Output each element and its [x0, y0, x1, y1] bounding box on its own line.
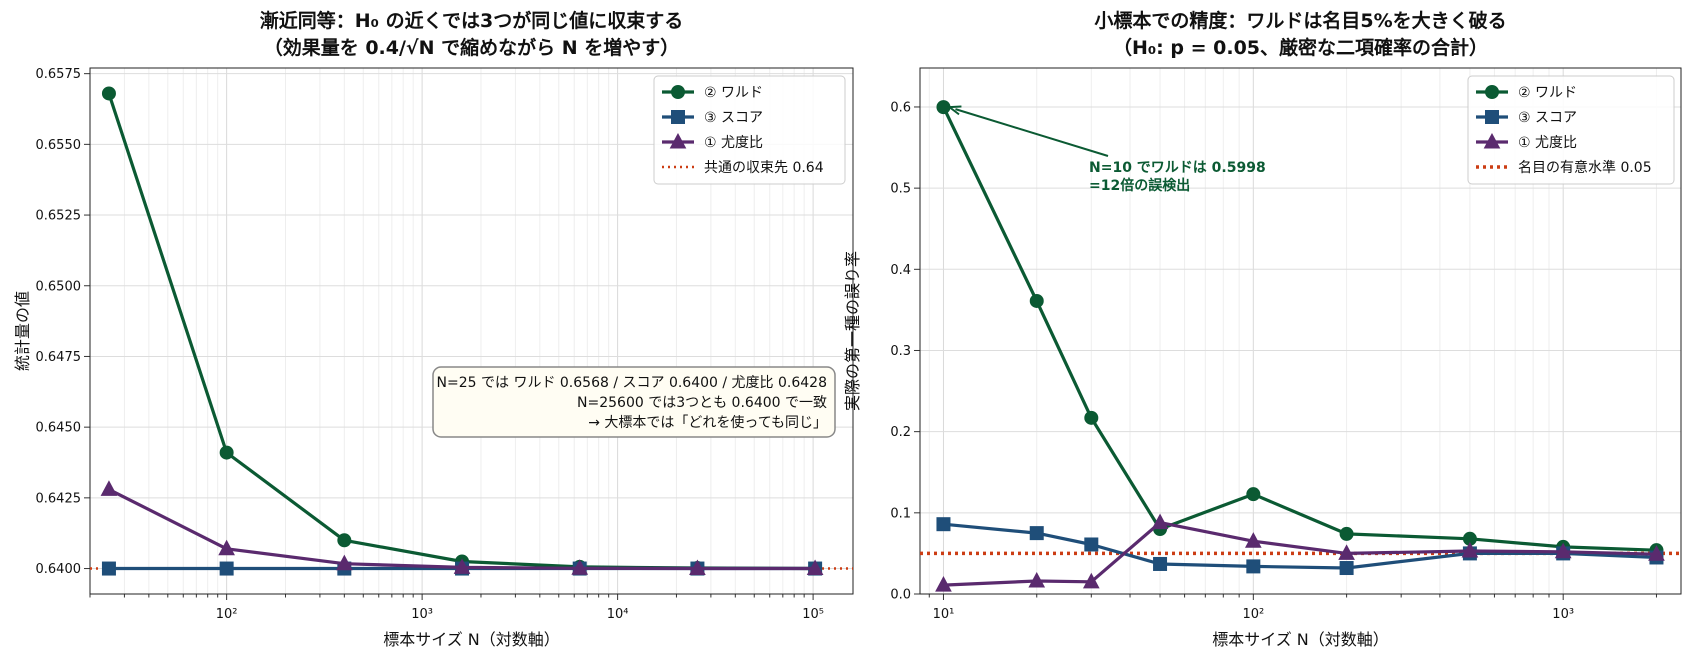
- x-tick-label: 10¹: [933, 607, 955, 622]
- legend-label-reference: 共通の収束先 0.64: [704, 160, 824, 176]
- legend-marker-score: [1485, 110, 1499, 124]
- chart-title-line1: 小標本での精度：ワルドは名目5%を大きく破る: [1094, 9, 1506, 32]
- data-point-lr: [335, 554, 353, 571]
- legend-marker-lr: [669, 132, 687, 149]
- plot-frame: [89, 67, 854, 595]
- data-point-lr: [1648, 545, 1665, 561]
- legend-box: [1467, 75, 1675, 185]
- series-lr: [935, 513, 1665, 592]
- data-point-lr: [1082, 572, 1100, 589]
- chart-title-line2: （効果量を 0.4/√N で縮めながら N を増やす）: [264, 36, 680, 59]
- chart-title-line2: （H₀: p = 0.05、厳密な二項確率の合計）: [1113, 36, 1488, 59]
- x-tick-label: 10²: [216, 607, 238, 622]
- legend-label-lr: ① 尤度比: [1518, 135, 1577, 151]
- y-tick-label: 0.3: [890, 344, 911, 359]
- y-axis-label: 統計量の値: [13, 291, 32, 371]
- data-point-score: [1339, 561, 1354, 576]
- data-point-wald: [1029, 293, 1044, 308]
- data-point-score: [936, 517, 951, 532]
- annotation-line: → 大標本では「どれを使っても同じ」: [588, 414, 827, 431]
- data-point-score: [101, 561, 116, 576]
- y-tick-label: 0.6475: [36, 350, 82, 365]
- y-tick-label: 0.6550: [36, 138, 82, 153]
- x-axis-label: 標本サイズ N（対数軸）: [1212, 630, 1389, 649]
- data-point-wald: [1339, 526, 1354, 541]
- legend-marker-lr: [1483, 132, 1501, 149]
- y-tick-label: 0.6425: [36, 491, 82, 506]
- data-point-lr: [1244, 532, 1262, 548]
- data-point-lr: [935, 576, 952, 592]
- legend-label-wald: ② ワルド: [1518, 85, 1577, 101]
- y-tick-label: 0.0: [890, 588, 911, 603]
- y-tick-label: 0.1: [890, 506, 911, 521]
- y-tick-label: 0.6: [890, 100, 911, 115]
- data-point-lr: [689, 559, 706, 576]
- y-tick-label: 0.6400: [36, 562, 82, 577]
- y-tick-label: 0.5: [890, 182, 911, 197]
- chart-1: 0.6400 0.6425 0.6450 0.6475 0.6500 0.6525 0.65…: [13, 9, 854, 649]
- x-tick-label: 10⁴: [607, 607, 629, 622]
- legend-marker-wald: [671, 85, 685, 99]
- legend-label-reference: 名目の有意水準 0.05: [1518, 159, 1652, 176]
- data-point-lr: [218, 539, 235, 556]
- data-point-lr: [1554, 542, 1572, 559]
- x-tick-label: 10²: [1242, 607, 1264, 622]
- data-point-score: [1246, 559, 1261, 574]
- annotation-box: [432, 366, 836, 438]
- data-point-wald: [1246, 487, 1261, 502]
- data-point-lr: [806, 559, 824, 576]
- data-point-score: [1029, 526, 1044, 541]
- legend-label-score: ③ スコア: [704, 110, 763, 126]
- data-point-lr: [1338, 544, 1355, 560]
- chart-2: 0.0 0.1 0.2 0.3 0.4 0.5 0.6 10¹ 10² 10³ 小標本での精度：ワル…: [843, 9, 1682, 649]
- y-tick-label: 0.4: [890, 263, 911, 278]
- y-tick-label: 0.2: [890, 425, 911, 440]
- data-point-score: [219, 561, 234, 576]
- y-tick-label: 0.6450: [36, 421, 82, 436]
- data-point-wald: [337, 533, 352, 548]
- data-point-lr: [100, 480, 118, 496]
- data-point-lr: [1151, 513, 1169, 530]
- annotation-line: N=10 でワルドは 0.5998: [1089, 160, 1266, 176]
- y-tick-label: 0.6575: [36, 67, 82, 82]
- data-point-lr: [1461, 541, 1479, 558]
- data-point-lr: [571, 559, 589, 575]
- annotation-line: =12倍の誤検出: [1089, 177, 1190, 194]
- plot-frame: [919, 67, 1682, 595]
- legend-label-score: ③ スコア: [1518, 110, 1577, 126]
- annotation-arrowhead: [946, 105, 962, 116]
- legend-marker-wald: [1485, 85, 1499, 99]
- legend-box: [653, 75, 846, 185]
- data-point-wald: [1084, 410, 1099, 425]
- annotation-arrow: [955, 108, 1109, 157]
- chart-title-line1: 漸近同等：H₀ の近くでは3つが同じ値に収束する: [260, 9, 684, 32]
- x-tick-label: 10⁵: [802, 607, 824, 622]
- data-point-score: [1153, 556, 1168, 571]
- annotation-line: N=25600 では3つとも 0.6400 で一致: [577, 395, 827, 411]
- legend-label-lr: ① 尤度比: [704, 135, 763, 151]
- data-point-lr: [453, 558, 471, 574]
- x-tick-label: 10³: [1552, 607, 1574, 622]
- series-score: [936, 517, 1664, 576]
- y-tick-label: 0.6525: [36, 209, 82, 224]
- x-axis-label: 標本サイズ N（対数軸）: [383, 630, 560, 649]
- legend-marker-score: [671, 110, 685, 124]
- x-tick-label: 10³: [411, 607, 433, 622]
- data-point-score: [1084, 537, 1099, 552]
- data-point-wald: [219, 445, 234, 460]
- legend-label-wald: ② ワルド: [704, 85, 763, 101]
- y-tick-label: 0.6500: [36, 279, 82, 294]
- data-point-lr: [1028, 571, 1046, 588]
- series-lr: [100, 480, 824, 576]
- data-point-wald: [101, 86, 116, 101]
- annotation-line: N=25 では ワルド 0.6568 / スコア 0.6400 / 尤度比 0.…: [437, 375, 827, 391]
- y-axis-label: 実際の第一種の誤り率: [843, 251, 862, 411]
